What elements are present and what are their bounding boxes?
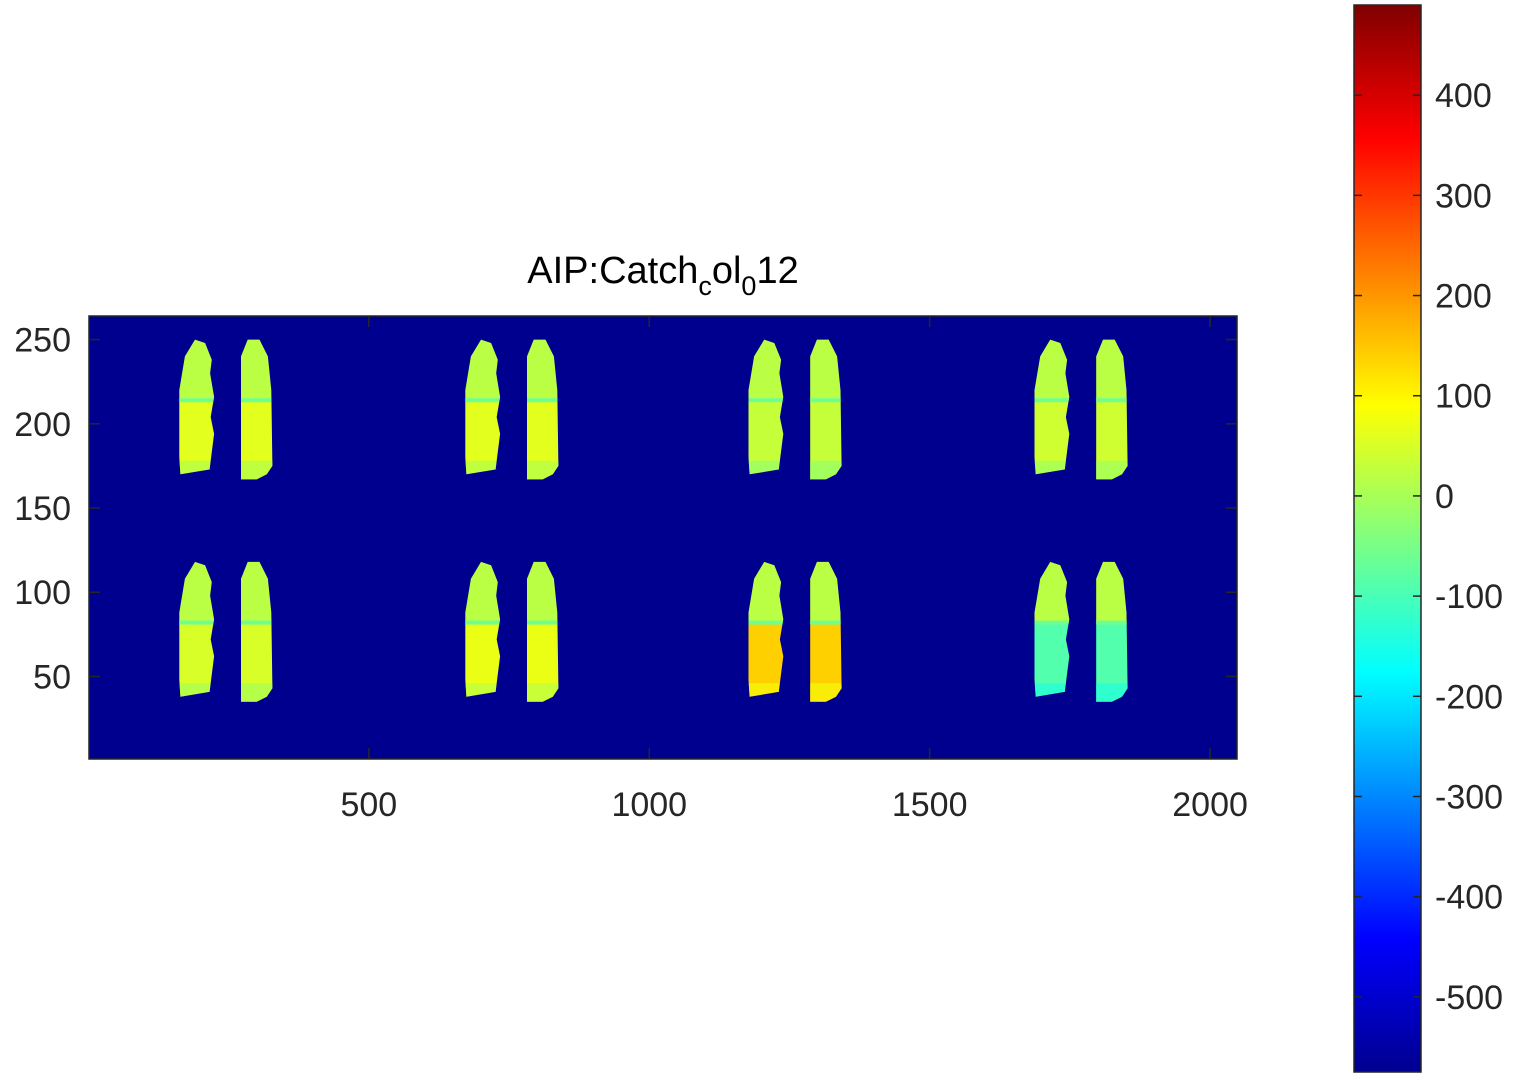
lung-divider bbox=[748, 398, 784, 403]
lung-panel-bottom-2 bbox=[465, 561, 559, 702]
lung-divider bbox=[1034, 398, 1070, 403]
lung-right bbox=[527, 339, 559, 480]
colorbar-tick-label: -500 bbox=[1435, 979, 1503, 1017]
y-tick-label: 250 bbox=[14, 322, 71, 360]
y-tick-label: 200 bbox=[14, 406, 71, 444]
x-tick-label: 1000 bbox=[611, 786, 687, 824]
lung-divider bbox=[465, 620, 501, 625]
lung-bottom-band bbox=[241, 683, 273, 702]
y-tick-label: 100 bbox=[14, 574, 71, 612]
colorbar-gradient bbox=[1354, 5, 1421, 1072]
lung-divider bbox=[810, 620, 842, 625]
lung-left bbox=[465, 339, 501, 475]
lung-bottom-band bbox=[527, 460, 559, 480]
lung-divider bbox=[241, 398, 273, 403]
lung-divider bbox=[748, 620, 784, 625]
lung-left bbox=[1034, 339, 1070, 475]
colorbar-tick-label: -300 bbox=[1435, 778, 1503, 816]
lung-right bbox=[1096, 561, 1128, 702]
y-tick-label: 50 bbox=[33, 658, 71, 696]
colorbar-tick-label: 300 bbox=[1435, 177, 1492, 215]
colorbar-tick-label: 100 bbox=[1435, 378, 1492, 416]
lung-panel-top-3 bbox=[748, 339, 842, 480]
colorbar-tick-label: 200 bbox=[1435, 278, 1492, 316]
lung-bottom-band bbox=[810, 683, 842, 702]
lung-bottom-band bbox=[1096, 683, 1128, 702]
lung-right bbox=[527, 561, 559, 702]
lung-divider bbox=[465, 398, 501, 403]
heatmap-plot: 500 1000 1500 2000 50 100 150 200 250 bbox=[14, 315, 1248, 824]
lung-bottom-band bbox=[810, 460, 842, 480]
plot-frame bbox=[88, 315, 1238, 760]
colorbar-tick-label: -200 bbox=[1435, 678, 1503, 716]
axis-ticks: 500 1000 1500 2000 50 100 150 200 250 bbox=[14, 316, 1248, 824]
lung-panel-top-2 bbox=[465, 339, 559, 480]
chart-title: AIP:Catchcol012 bbox=[527, 250, 798, 301]
lung-divider bbox=[179, 620, 215, 625]
lung-divider bbox=[1096, 398, 1128, 403]
y-tick-label: 150 bbox=[14, 490, 71, 528]
lung-divider bbox=[527, 620, 559, 625]
lung-divider bbox=[1034, 620, 1070, 625]
colorbar: -500 -400 -300 -200 -100 0 100 200 300 400 bbox=[1353, 4, 1503, 1073]
lung-bottom-band bbox=[527, 683, 559, 702]
lung-divider bbox=[179, 398, 215, 403]
lung-panels bbox=[179, 339, 1128, 702]
lung-divider bbox=[1096, 620, 1128, 625]
lung-divider bbox=[810, 398, 842, 403]
x-tick-label: 500 bbox=[340, 786, 397, 824]
colorbar-tick-label: 400 bbox=[1435, 77, 1492, 115]
lung-divider bbox=[241, 620, 273, 625]
lung-panel-bottom-3 bbox=[748, 561, 842, 702]
lung-right bbox=[241, 339, 273, 480]
lung-bottom-band bbox=[241, 460, 273, 480]
x-tick-label: 1500 bbox=[892, 786, 968, 824]
lung-divider bbox=[527, 398, 559, 403]
lung-bottom-band bbox=[1096, 460, 1128, 480]
colorbar-ticks: -500 -400 -300 -200 -100 0 100 200 300 400 bbox=[1354, 77, 1503, 1017]
colorbar-tick-label: -400 bbox=[1435, 879, 1503, 917]
lung-right bbox=[810, 561, 842, 702]
colorbar-tick-label: 0 bbox=[1435, 478, 1454, 516]
colorbar-frame bbox=[1353, 4, 1422, 1073]
x-tick-label: 2000 bbox=[1172, 786, 1248, 824]
colorbar-tick-label: -100 bbox=[1435, 578, 1503, 616]
